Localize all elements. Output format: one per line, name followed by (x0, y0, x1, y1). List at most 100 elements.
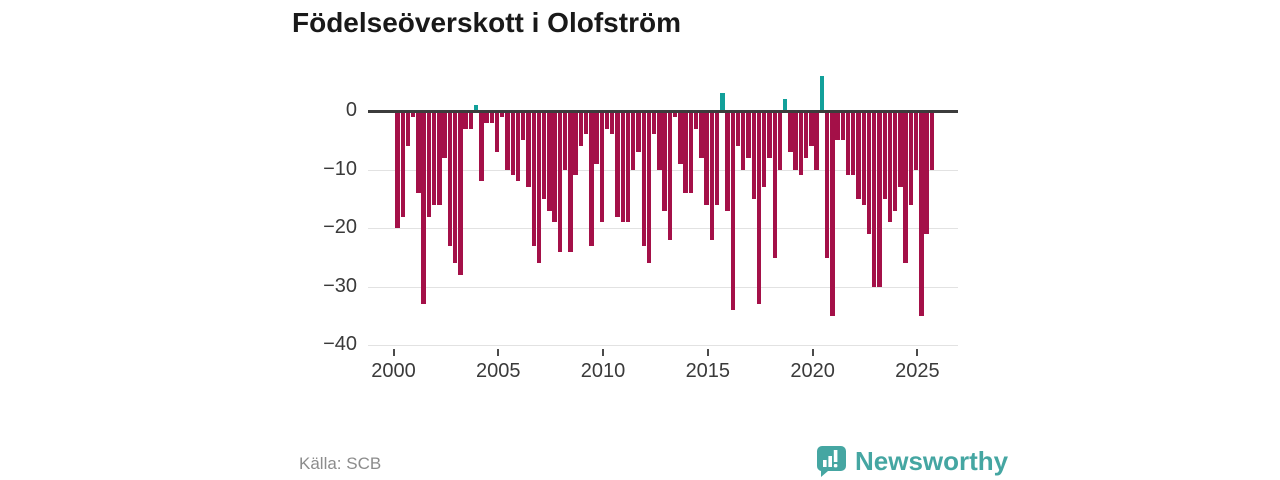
bar-2000Q1 (395, 111, 400, 229)
bar-2025Q3 (929, 111, 935, 170)
bar-2014Q4 (704, 111, 709, 205)
bar-2002Q2 (442, 111, 447, 158)
x-axis-tick-2000 (392, 349, 395, 356)
bar-2007Q3 (552, 111, 557, 223)
bar-2024Q4 (913, 111, 919, 170)
x-axis-tick-2025 (916, 349, 919, 356)
bar-2015Q3 (720, 93, 725, 111)
bar-2012Q3 (657, 111, 662, 170)
y-axis-label--40: −40 (323, 333, 357, 356)
bar-2024Q3 (908, 111, 914, 205)
bar-2020Q1 (814, 111, 819, 170)
bar-2021Q1 (835, 111, 840, 141)
gridline--40 (368, 345, 958, 347)
bar-2003Q3 (468, 111, 474, 129)
bar-2001Q4 (431, 111, 437, 205)
bar-2003Q4 (473, 105, 479, 111)
bar-2010Q1 (604, 111, 610, 129)
bar-2002Q1 (437, 111, 442, 205)
bar-2022Q3 (866, 111, 872, 235)
bar-2019Q4 (809, 111, 814, 147)
bar-2008Q2 (568, 111, 573, 252)
x-axis-tick-2005 (497, 349, 500, 356)
bar-2021Q4 (851, 111, 856, 176)
bar-2003Q2 (463, 111, 468, 129)
bar-2016Q3 (741, 111, 746, 170)
bar-2005Q1 (500, 111, 505, 117)
bar-2002Q3 (447, 111, 453, 246)
bar-2011Q3 (636, 111, 641, 153)
bar-2005Q3 (510, 111, 515, 176)
bar-2000Q2 (400, 111, 405, 217)
bar-2023Q4 (893, 111, 898, 211)
bar-2001Q1 (416, 111, 421, 194)
bar-2013Q2 (672, 111, 678, 117)
x-axis-label-2020: 2020 (790, 360, 835, 382)
bar-2004Q3 (489, 111, 494, 123)
bar-2018Q2 (777, 111, 783, 170)
bar-2007Q4 (557, 111, 563, 252)
bar-2001Q2 (421, 111, 426, 305)
x-axis-tick-2020 (811, 349, 814, 356)
x-axis-label-2005: 2005 (476, 360, 521, 382)
bar-2024Q2 (903, 111, 908, 264)
y-axis-label--10: −10 (323, 157, 357, 180)
gridline--30 (368, 286, 958, 288)
x-axis-zero-line (368, 110, 958, 113)
x-axis-tick-2015 (706, 349, 709, 356)
bar-2017Q2 (756, 111, 762, 305)
bar-2022Q1 (856, 111, 861, 199)
bar-2023Q2 (882, 111, 887, 199)
bar-2023Q3 (887, 111, 893, 223)
bar-2006Q2 (526, 111, 531, 188)
bar-2019Q1 (793, 111, 798, 170)
bar-2004Q4 (494, 111, 500, 153)
bar-2022Q4 (872, 111, 877, 287)
bar-2017Q3 (762, 111, 767, 188)
bar-2005Q2 (505, 111, 510, 170)
bar-2016Q4 (746, 111, 751, 158)
bar-2013Q1 (667, 111, 673, 240)
bar-2004Q1 (479, 111, 484, 182)
bar-2021Q3 (845, 111, 851, 176)
brand-lockup: Newsworthy (815, 445, 1008, 477)
source-label: Källa: SCB (299, 454, 382, 473)
bar-2015Q4 (725, 111, 730, 211)
bar-2004Q2 (484, 111, 489, 123)
y-axis-label-0: 0 (345, 99, 357, 121)
bar-2018Q4 (788, 111, 793, 153)
bar-2003Q1 (458, 111, 463, 276)
bar-2014Q1 (688, 111, 694, 194)
y-axis-label--20: −20 (323, 216, 357, 239)
bar-2011Q2 (631, 111, 636, 170)
bar-2005Q4 (515, 111, 521, 182)
bar-2011Q1 (625, 111, 631, 223)
bar-2018Q3 (782, 99, 788, 111)
bar-2001Q3 (426, 111, 432, 217)
bar-2012Q2 (652, 111, 657, 135)
bar-2017Q4 (767, 111, 772, 158)
newsworthy-wordmark: Newsworthy (855, 445, 1009, 476)
bar-2015Q1 (709, 111, 715, 240)
bar-2013Q3 (678, 111, 683, 164)
bar-2007Q1 (541, 111, 547, 199)
bar-2006Q4 (536, 111, 542, 264)
gridline--20 (368, 228, 958, 230)
bar-2011Q4 (641, 111, 646, 246)
bar-2012Q4 (662, 111, 667, 211)
bar-2025Q1 (919, 111, 924, 317)
x-axis-label-2015: 2015 (685, 360, 731, 382)
bar-2007Q2 (547, 111, 552, 211)
bar-2020Q2 (819, 75, 825, 111)
bar-2019Q3 (803, 111, 809, 158)
bar-2023Q1 (877, 111, 882, 287)
newsworthy-logo-icon (815, 445, 847, 477)
bar-2010Q3 (615, 111, 620, 217)
bar-2014Q2 (693, 111, 699, 129)
bar-2025Q2 (924, 111, 929, 235)
y-axis-label--30: −30 (323, 274, 357, 297)
bar-2021Q2 (840, 111, 845, 141)
bar-2002Q4 (452, 111, 458, 264)
